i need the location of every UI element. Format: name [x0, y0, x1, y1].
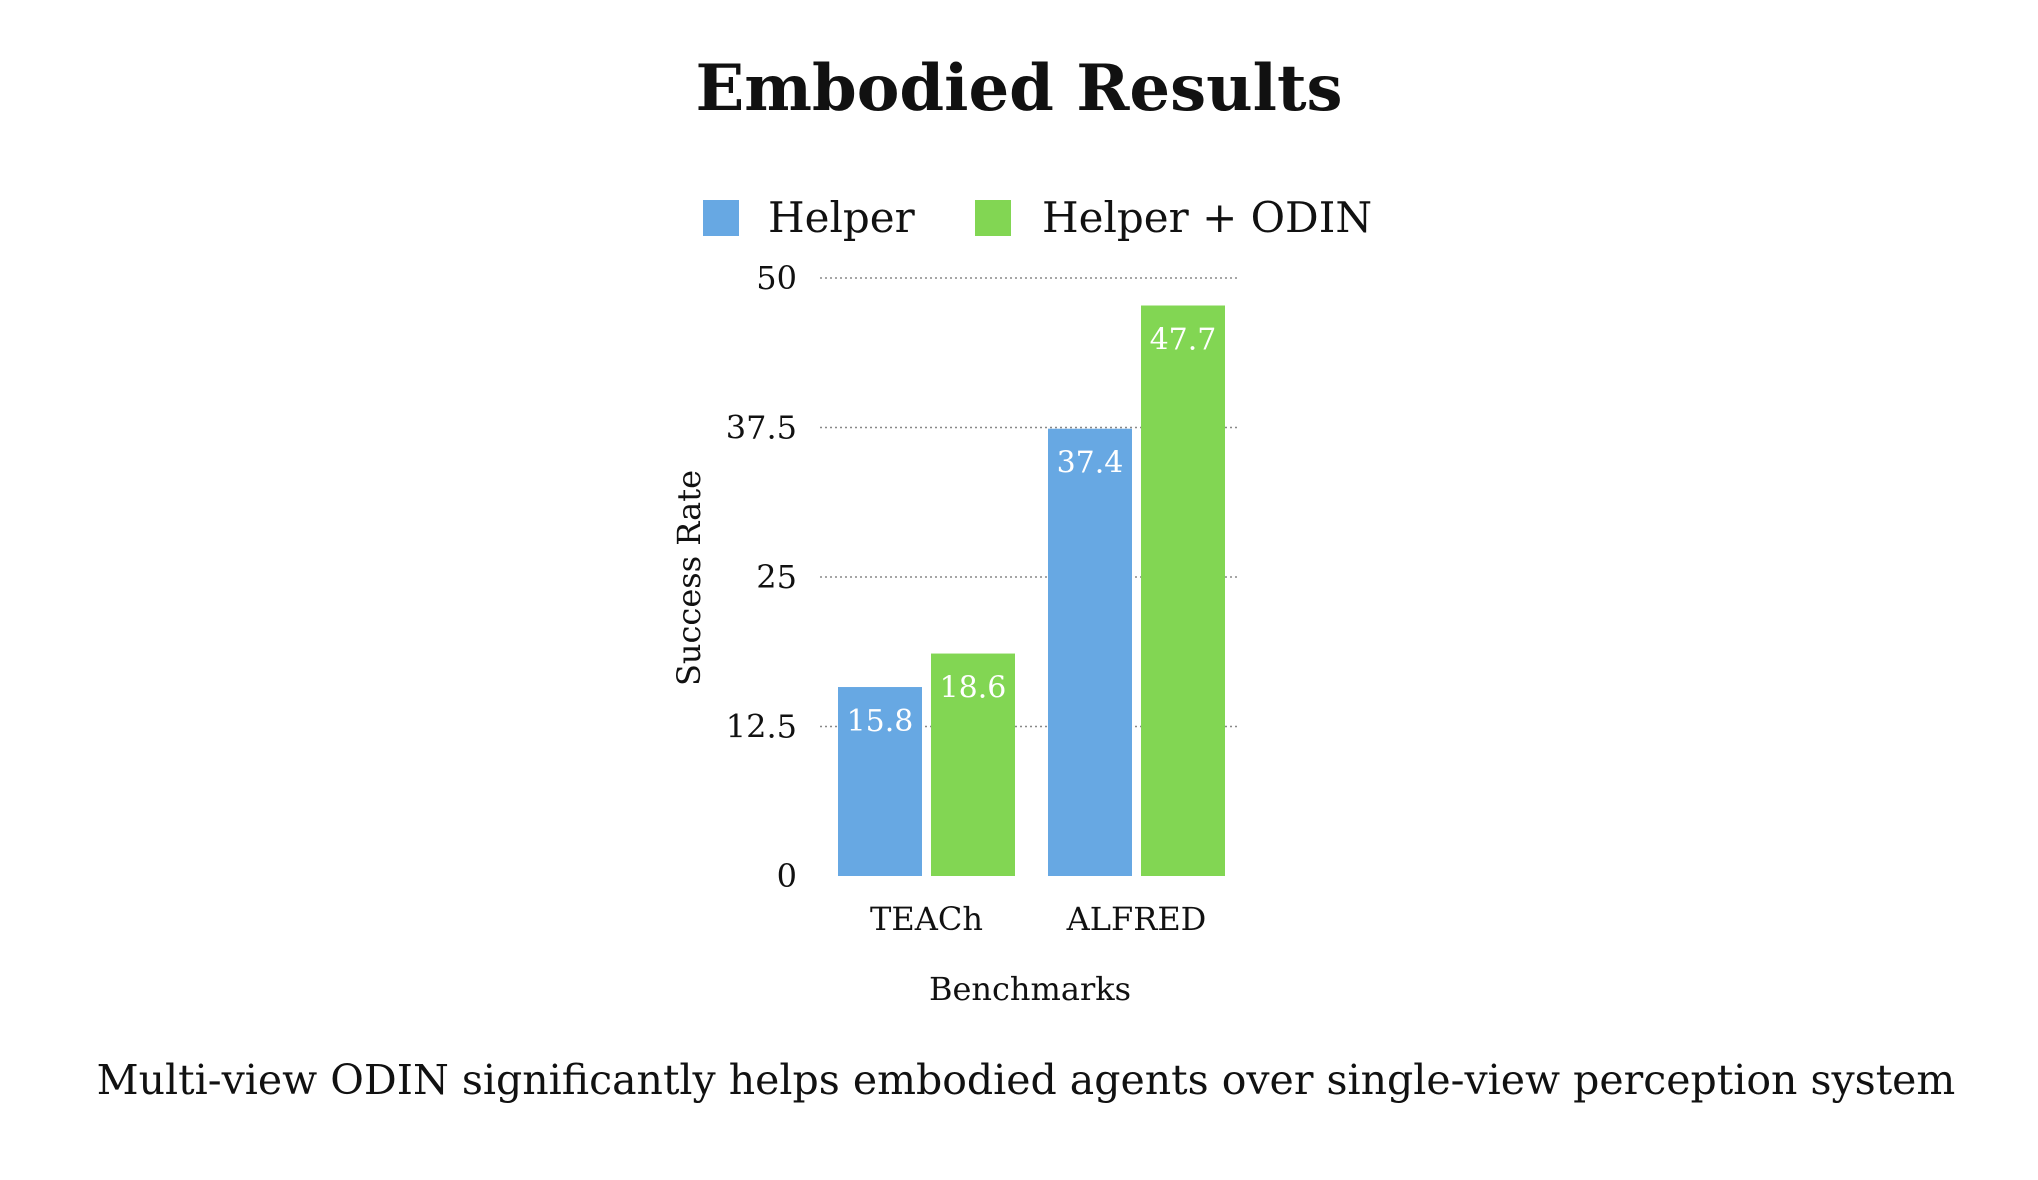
- legend-label-helper: Helper: [768, 193, 916, 242]
- x-tick-label: TEACh: [870, 900, 983, 938]
- data-label: 47.7: [1150, 323, 1217, 358]
- y-axis-label: Success Rate: [670, 470, 708, 686]
- y-tick-label: 12.5: [726, 708, 797, 746]
- data-label: 15.8: [847, 704, 914, 739]
- bar-labels: 15.8 18.6 37.4 47.7: [847, 323, 1217, 740]
- bar-teach-helper-odin: [931, 653, 1015, 876]
- y-tick-label: 0: [777, 857, 797, 895]
- y-tick-label: 37.5: [726, 409, 797, 447]
- bar-teach-helper: [838, 687, 922, 876]
- bar-alfred-helper-odin: [1141, 305, 1225, 876]
- data-label: 18.6: [940, 671, 1007, 706]
- bars: [838, 305, 1225, 876]
- x-axis-label: Benchmarks: [929, 970, 1131, 1008]
- y-axis-ticks: 0 12.5 25 37.5 50: [726, 259, 797, 895]
- legend-label-helper-odin: Helper + ODIN: [1042, 193, 1372, 242]
- data-label: 37.4: [1057, 446, 1124, 481]
- legend-swatch-helper: [703, 200, 739, 236]
- x-axis-ticks: TEACh ALFRED: [870, 900, 1206, 938]
- caption: Multi-view ODIN significantly helps embo…: [97, 1056, 1956, 1104]
- y-tick-label: 50: [756, 259, 797, 297]
- bar-alfred-helper: [1048, 428, 1132, 876]
- chart-title: Embodied Results: [695, 51, 1342, 126]
- legend: Helper Helper + ODIN: [703, 193, 1372, 242]
- legend-swatch-helper-odin: [975, 200, 1011, 236]
- x-tick-label: ALFRED: [1066, 900, 1207, 938]
- y-tick-label: 25: [756, 558, 797, 596]
